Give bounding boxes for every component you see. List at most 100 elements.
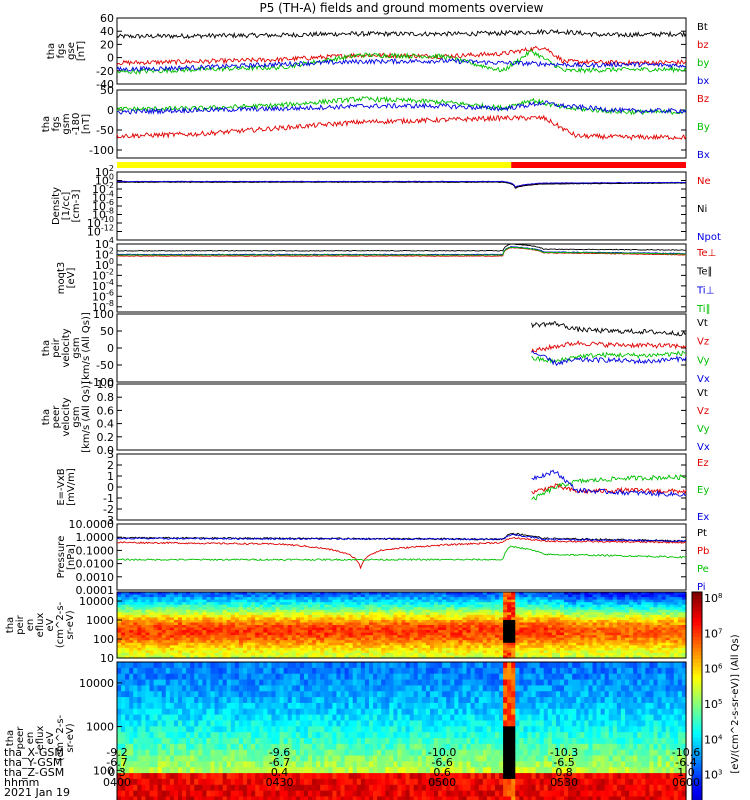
heatmap-cell	[198, 673, 203, 681]
heatmap-cell	[226, 691, 232, 698]
heatmap-cell	[173, 652, 179, 657]
heatmap-cell	[121, 650, 126, 654]
heatmap-cell	[129, 691, 134, 698]
heatmap-cell	[137, 642, 142, 646]
heatmap-cell	[165, 592, 171, 596]
legend-bz: bz	[697, 40, 709, 51]
heatmap-cell	[568, 632, 573, 636]
heatmap-cell	[279, 642, 285, 646]
heatmap-cell	[625, 635, 630, 639]
heatmap-cell	[157, 784, 163, 792]
heatmap-cell	[669, 607, 675, 611]
heatmap-cell	[173, 673, 179, 681]
heatmap-cell	[576, 630, 581, 634]
heatmap-cell	[417, 597, 423, 601]
heatmap-cell	[177, 647, 183, 651]
heatmap-cell	[572, 597, 577, 601]
heatmap-cell	[515, 607, 520, 611]
heatmap-cell	[186, 627, 191, 631]
heatmap-cell	[271, 679, 277, 686]
heatmap-cell	[222, 604, 228, 608]
heatmap-cell	[133, 761, 138, 768]
heatmap-cell	[291, 592, 297, 596]
legend-By: By	[697, 122, 710, 133]
heatmap-cell	[234, 749, 240, 757]
heatmap-cell	[153, 784, 159, 792]
heatmap-cell	[222, 796, 228, 800]
heatmap-cell	[291, 599, 297, 603]
heatmap-cell	[486, 652, 492, 657]
heatmap-cell	[182, 773, 187, 780]
legend-Ex: Ex	[697, 512, 709, 523]
heatmap-cell	[133, 784, 138, 792]
heatmap-cell	[462, 652, 468, 657]
heatmap-cell	[173, 627, 179, 631]
heatmap-cell	[625, 627, 630, 631]
heatmap-cell	[381, 619, 386, 624]
heatmap-cell	[218, 667, 224, 675]
heatmap-cell	[340, 625, 346, 629]
heatmap-cell	[259, 679, 264, 686]
heatmap-cell	[572, 619, 577, 624]
heatmap-cell	[462, 592, 468, 596]
heatmap-cell	[564, 637, 569, 641]
heatmap-cell	[677, 592, 683, 596]
heatmap-cell	[328, 637, 334, 641]
heatmap-cell	[263, 784, 268, 792]
heatmap-cell	[149, 614, 155, 618]
heatmap-cell	[251, 614, 256, 618]
heatmap-cell	[271, 761, 277, 768]
heatmap-cell	[564, 592, 569, 596]
heatmap-cell	[202, 743, 208, 751]
heatmap-cell	[316, 630, 321, 634]
heatmap-cell	[645, 632, 651, 636]
heatmap-cell	[539, 609, 545, 613]
heatmap-cell	[523, 619, 529, 624]
heatmap-cell	[539, 630, 545, 634]
heatmap-cell	[653, 640, 659, 644]
heatmap-cell	[255, 612, 260, 616]
heatmap-cell	[169, 667, 175, 675]
heatmap-cell	[133, 612, 138, 616]
heatmap-cell	[169, 702, 175, 710]
heatmap-cell	[121, 714, 126, 722]
heatmap-cell	[165, 662, 171, 669]
heatmap-cell	[324, 647, 329, 651]
heatmap-cell	[584, 612, 590, 616]
heatmap-cell	[462, 599, 468, 603]
heatmap-cell	[222, 652, 228, 657]
heatmap-cell	[206, 784, 212, 792]
heatmap-cell	[141, 761, 147, 768]
heatmap-cell	[446, 607, 451, 611]
heatmap-cell	[312, 652, 317, 657]
heatmap-cell	[364, 609, 370, 613]
heatmap-cell	[336, 609, 342, 613]
heatmap-cell	[588, 650, 594, 654]
heatmap-cell	[133, 667, 138, 675]
heatmap-cell	[153, 617, 159, 621]
heatmap-cell	[539, 640, 545, 644]
heatmap-cell	[247, 790, 252, 798]
heatmap-cell	[133, 726, 138, 733]
heatmap-cell	[218, 592, 224, 596]
panel-frame	[116, 313, 687, 383]
heatmap-cell	[137, 714, 142, 722]
heatmap-cell	[446, 637, 451, 641]
heatmap-cell	[511, 609, 516, 613]
heatmap-cell	[177, 784, 183, 792]
heatmap-cell	[486, 632, 492, 636]
heatmap-cell	[434, 635, 439, 639]
heatmap-cell	[165, 642, 171, 646]
heatmap-cell	[214, 602, 220, 606]
heatmap-cell	[462, 619, 468, 624]
heatmap-cell	[129, 642, 134, 646]
heatmap-cell	[641, 602, 646, 606]
heatmap-cell	[344, 637, 350, 641]
heatmap-cell	[377, 647, 382, 651]
heatmap-cell	[336, 602, 342, 606]
heatmap-cell	[474, 625, 480, 629]
heatmap-cell	[141, 617, 147, 621]
heatmap-cell	[145, 749, 151, 757]
heatmap-cell	[206, 714, 212, 722]
heatmap-cell	[401, 594, 407, 598]
